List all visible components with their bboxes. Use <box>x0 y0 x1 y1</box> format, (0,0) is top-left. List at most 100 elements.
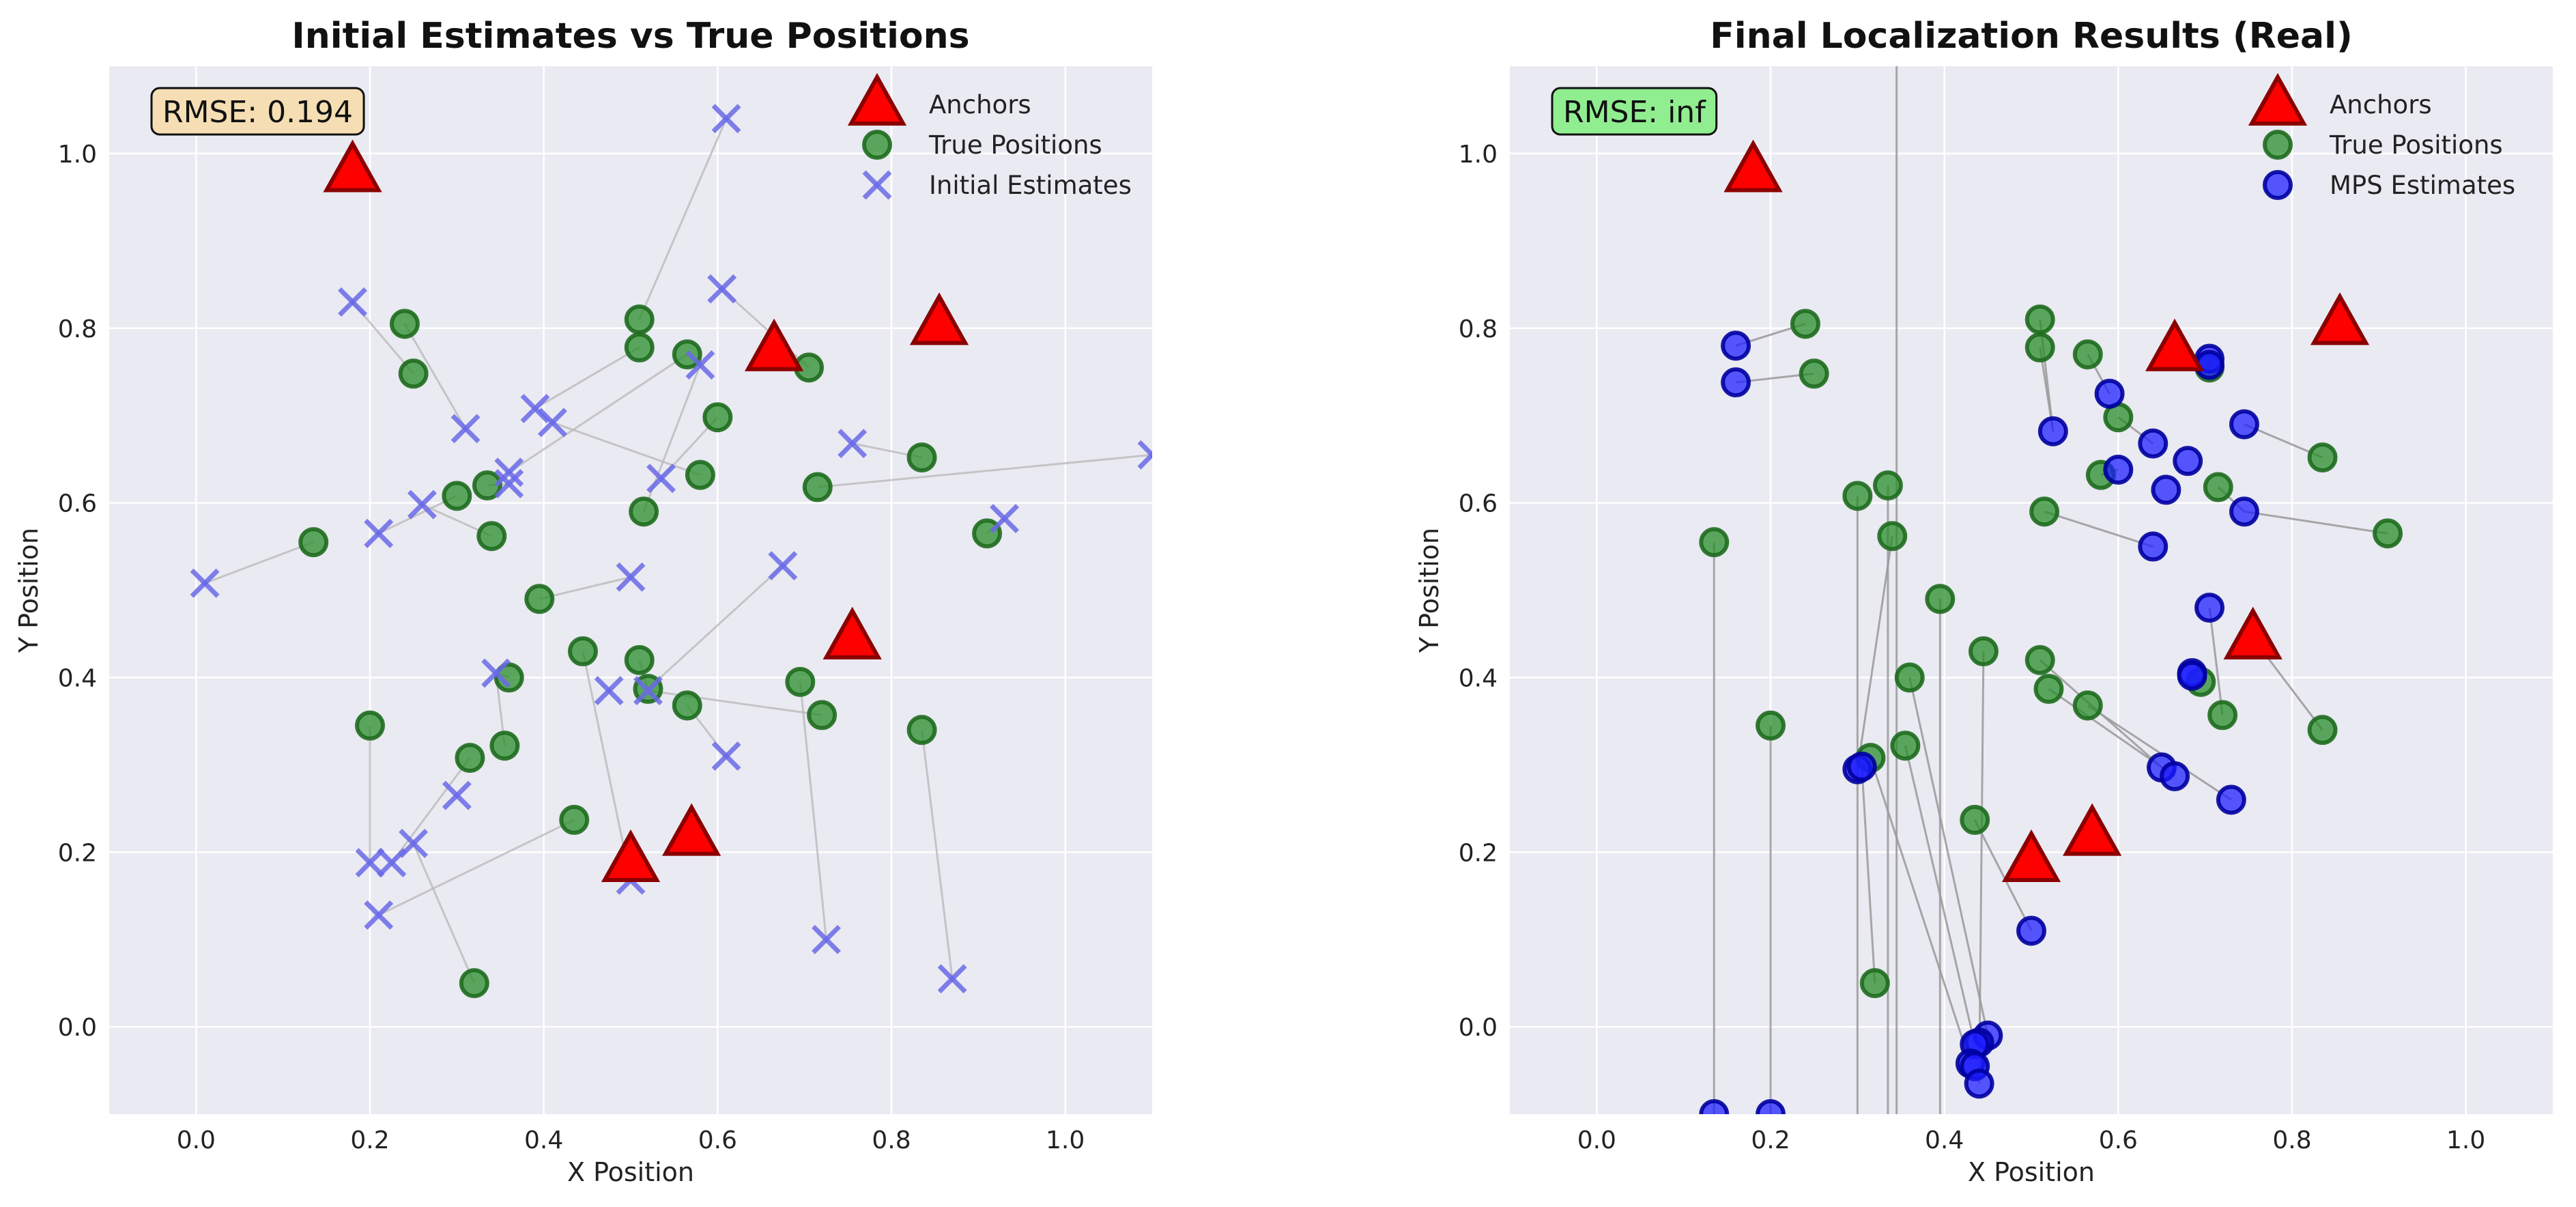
p1-true-positions-point <box>906 715 937 746</box>
p2-y-tick-label: 1.0 <box>1459 141 1498 169</box>
p1-anchors-point <box>909 292 969 345</box>
initial-estimates-panel: 0.0 0.2 0.4 0.6 0.8 1.0 0.0 0.2 0.4 0.6 0.8 1.0 Init… <box>14 16 1152 1187</box>
p1-true-positions-point <box>702 402 733 433</box>
p2-rmse-text: RMSE: inf <box>1563 95 1706 130</box>
p2-legend-item-true-positions: True Positions <box>2263 130 2503 160</box>
p1-x-tick-label: 0.4 <box>524 1126 563 1154</box>
p1-true-positions-point <box>672 690 702 721</box>
p1-y-tick-label: 1.0 <box>58 141 97 169</box>
p2-true-positions-point <box>1799 358 1829 389</box>
p1-initial-estimates-point <box>355 848 385 878</box>
p1-initial-estimates-point <box>494 468 524 498</box>
p1-error-line <box>204 541 314 584</box>
p1-y-tick-label: 0.6 <box>58 490 97 518</box>
p2-x-tick-label: 1.0 <box>2446 1126 2485 1154</box>
p1-error-line <box>378 819 575 916</box>
p1-true-positions-point <box>455 743 485 773</box>
p1-error-line <box>508 353 688 474</box>
p2-true-positions-point <box>2024 332 2055 363</box>
p2-mps-estimates-point <box>2216 784 2246 815</box>
p2-mps-estimates-point <box>1721 330 1751 361</box>
p2-error-line <box>1908 677 1989 1036</box>
p1-initial-estimates-point <box>685 350 715 380</box>
p2-mps-estimates-point <box>2103 454 2134 485</box>
p1-x-axis-label: X Position <box>567 1157 694 1187</box>
p1-error-line <box>403 323 467 429</box>
p2-y-tick-label: 0.0 <box>1459 1014 1498 1042</box>
p2-mps-estimates-point <box>2229 496 2259 527</box>
p1-initial-estimates-point <box>1137 440 1152 470</box>
p1-true-positions-point <box>629 496 659 527</box>
p2-legend-item-mps-estimates: MPS Estimates <box>2263 170 2515 200</box>
p2-true-positions-point <box>2029 496 2060 527</box>
p1-true-positions-point <box>476 521 507 552</box>
p2-mps-estimates-point <box>2094 378 2125 409</box>
p1-initial-estimates-point <box>937 964 967 994</box>
p2-true-positions-point <box>1859 968 1890 999</box>
p2-error-line <box>1861 766 1876 984</box>
p1-legend-item-initial-estimates: Initial Estimates <box>862 170 1132 200</box>
p1-y-tick-label: 0.0 <box>58 1014 97 1042</box>
p2-true-positions-point <box>1756 710 1786 741</box>
p1-y-axis-label: Y Position <box>14 528 44 653</box>
p1-initial-estimates-point <box>594 676 624 706</box>
p1-true-positions-point <box>785 666 816 697</box>
p1-true-positions-point <box>906 442 937 473</box>
p2-legend: Anchors True Positions MPS Estimates <box>2248 72 2515 200</box>
p2-y-tick-label: 0.6 <box>1459 490 1498 518</box>
p2-true-positions-point <box>2203 472 2233 502</box>
p2-true-positions-point <box>2072 339 2103 370</box>
p1-true-positions-point <box>524 584 555 614</box>
p1-true-positions-point <box>459 968 489 999</box>
p1-true-positions-point <box>489 730 520 761</box>
p2-x-tick-label: 0.6 <box>2099 1126 2138 1154</box>
p1-initial-estimates-point <box>364 518 394 548</box>
p1-initial-estimates-point <box>190 568 220 598</box>
p2-error-line <box>1856 535 1893 769</box>
p2-rmse-box <box>1551 87 1718 136</box>
p1-y-tick-label: 0.8 <box>58 315 97 343</box>
p2-anchors-point <box>2310 292 2370 345</box>
p2-true-positions-point <box>1968 636 1999 667</box>
p1-anchors-series <box>323 139 969 883</box>
p2-x-tick-label: 0.8 <box>2272 1126 2311 1154</box>
p1-x-tick-label: 0.0 <box>177 1126 216 1154</box>
p1-x-tick-label: 0.8 <box>872 1126 911 1154</box>
p1-anchors-point <box>822 606 882 659</box>
p1-initial-estimates-point <box>450 414 481 444</box>
p2-mps-estimates-point <box>2160 761 2190 791</box>
p1-initial-estimates-point <box>520 393 550 423</box>
p1-error-line <box>921 729 954 979</box>
p1-true-positions-point <box>389 309 420 339</box>
p2-y-axis-label: Y Position <box>1414 528 1444 653</box>
p2-chart-title: Final Localization Results (Real) <box>1710 16 2352 57</box>
p2-mps-estimates-point <box>1721 367 1751 398</box>
p2-true-positions-point <box>1894 662 1925 693</box>
p1-legend-item-true-positions: True Positions <box>862 130 1102 160</box>
p1-legend-item-anchors: Anchors <box>847 72 1031 126</box>
p1-error-line <box>539 576 631 600</box>
p1-legend-label: Anchors <box>929 90 1031 119</box>
p2-y-tick-label: 0.4 <box>1459 664 1498 692</box>
p1-true-positions-point <box>493 662 524 693</box>
p1-error-line <box>638 118 728 320</box>
p2-error-line <box>1870 757 1972 1064</box>
p2-anchors-series <box>1723 139 2370 883</box>
p2-true-positions-point <box>2033 674 2064 705</box>
p1-initial-estimates-point <box>646 464 676 494</box>
p2-anchors-point <box>2001 829 2061 883</box>
p1-y-tick-label: 0.2 <box>58 839 97 867</box>
p1-error-line <box>390 757 471 864</box>
p1-plot-area <box>109 66 1152 1114</box>
p1-chart-title: Initial Estimates vs True Positions <box>291 16 969 57</box>
p2-legend-label: Anchors <box>2330 90 2432 119</box>
p1-anchors-point <box>601 829 661 883</box>
p2-mps-estimates-point <box>1756 1099 1786 1114</box>
p1-initial-estimates-series <box>190 104 1152 994</box>
p1-error-line <box>799 681 827 940</box>
p1-initial-estimates-point <box>364 900 394 930</box>
final-localization-panel: 0.0 0.2 0.4 0.6 0.8 1.0 0.0 0.2 0.4 0.6 0.8 1.0 Fina… <box>1414 16 2553 1187</box>
p2-mps-estimates-point <box>1699 1099 1730 1114</box>
p1-error-line <box>721 288 810 369</box>
